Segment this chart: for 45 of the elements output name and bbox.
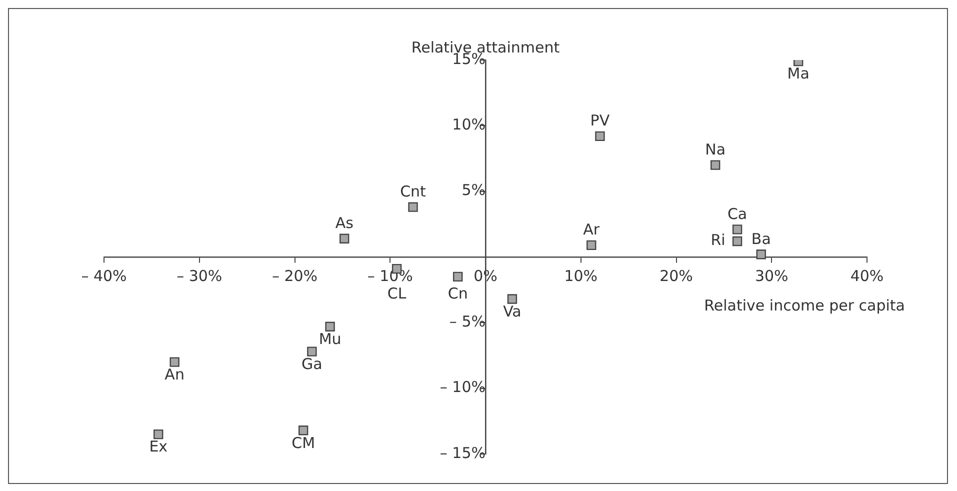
annotation: Va xyxy=(503,302,522,320)
point xyxy=(170,357,180,367)
annotation: Na xyxy=(705,140,726,158)
y-tick-label: 10% xyxy=(452,116,486,134)
x-tick-label: – 40% xyxy=(81,266,127,285)
x-tick-label: 10% xyxy=(564,266,598,285)
point xyxy=(408,202,418,212)
point xyxy=(154,429,164,440)
annotation: Cn xyxy=(448,284,468,302)
annotation: An xyxy=(164,365,184,384)
annotation: CM xyxy=(292,434,316,452)
point xyxy=(756,250,766,260)
x-tick-label: – 30% xyxy=(176,266,222,285)
x-axis-title: Relative income per capita xyxy=(704,296,905,314)
point xyxy=(732,236,742,246)
annotation: Ex xyxy=(149,438,168,456)
annotation: Ca xyxy=(727,204,748,223)
annotation: Ma xyxy=(787,64,810,83)
annotation: Ri xyxy=(710,231,726,250)
point xyxy=(298,426,308,436)
annotation: Mu xyxy=(318,330,342,348)
point xyxy=(732,224,742,234)
annotation: PV xyxy=(590,112,610,130)
x-tick-label: – 20% xyxy=(272,266,318,285)
point xyxy=(340,234,350,244)
x-tick-label: 20% xyxy=(660,266,693,285)
y-tick-label: – 5% xyxy=(449,312,486,331)
point xyxy=(586,240,596,250)
y-tick-label: – 15% xyxy=(440,444,486,462)
annotation: Ar xyxy=(583,220,600,239)
x-tick-label: 30% xyxy=(754,266,788,285)
annotation: As xyxy=(335,214,354,232)
point xyxy=(595,131,605,142)
annotation: Cnt xyxy=(400,182,426,200)
point xyxy=(710,160,720,170)
y-tick-label: 5% xyxy=(462,181,486,200)
x-tick-label: 40% xyxy=(850,266,884,285)
annotation: CL xyxy=(387,284,407,302)
point xyxy=(307,346,317,356)
point xyxy=(325,322,335,332)
point xyxy=(507,294,518,304)
y-tick-label: – 10% xyxy=(440,378,486,396)
annotation: Ba xyxy=(751,230,771,248)
annotation: Ga xyxy=(302,354,322,373)
point xyxy=(453,272,463,282)
